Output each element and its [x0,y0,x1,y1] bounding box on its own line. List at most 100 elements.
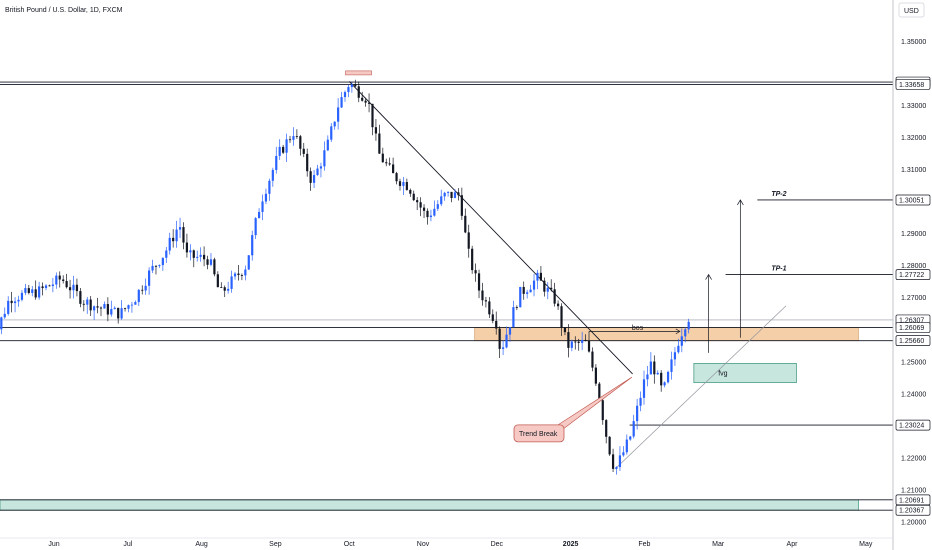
candle-body [522,286,525,294]
price-tick-label: 1.28000 [901,263,926,270]
candle-body [48,285,51,287]
uptrend-line [614,305,787,470]
candle [302,142,305,158]
candle-body [41,286,44,289]
candle [591,347,594,372]
candle-body [663,382,666,386]
time-tick-label: Sep [269,541,282,548]
candle [13,297,17,313]
candle [474,263,477,282]
candle-body [34,289,37,298]
candle [295,129,298,139]
candle [460,187,463,220]
candle [247,255,250,271]
candle-body [330,126,333,140]
candle [299,134,302,156]
candle-body [38,286,41,298]
candle-body [89,299,92,311]
candle-body [594,367,597,384]
candle-body [474,270,477,274]
candle-body [55,275,58,285]
candle [684,327,687,343]
high-marker [345,70,372,76]
candle-body [519,286,522,308]
candle [244,265,247,281]
candle [611,448,615,472]
candle-body [103,304,106,309]
candle-body [570,341,573,348]
candle [663,381,666,388]
candle [505,326,508,349]
candle-body [62,279,65,281]
candle [347,84,350,98]
candle [3,307,6,319]
candle-body [660,372,663,386]
candle-body [505,334,508,348]
candle-body [285,139,288,153]
candle [282,144,285,154]
candle-body [264,193,268,202]
candle-body [443,192,446,197]
candle [288,135,292,143]
candle [240,273,244,281]
candle-body [649,361,652,375]
candle-body [670,359,673,372]
candle-body [680,336,683,346]
candle [374,119,378,141]
candle [343,90,347,102]
candle-body [141,289,144,291]
candle-body [165,250,168,258]
time-tick-label: Feb [638,541,650,548]
candle [581,331,584,351]
candle [230,270,233,293]
candle [660,370,663,392]
candle [422,204,426,218]
candle [361,91,364,102]
candle-body [175,229,178,242]
price-tag-label: 1.33658 [899,82,924,89]
candle [340,91,343,108]
candle-body [536,272,539,281]
candle-body [24,288,27,293]
candle [144,278,147,295]
candle [261,194,264,221]
candle-body [608,436,611,455]
candle [395,171,398,185]
time-tick-label: Apr [787,541,799,548]
candle-body [673,352,677,360]
currency-label: USD [904,8,919,15]
candle [536,269,539,290]
candle [519,286,522,308]
candle-body [529,289,532,293]
candle [529,284,532,293]
candle [419,197,422,217]
candle [491,309,494,324]
candle-body [316,168,319,176]
candle [337,98,340,130]
candle [251,230,254,261]
candle-body [295,136,298,137]
candle [330,123,333,143]
candle [618,446,622,471]
candle [587,331,591,353]
candle [199,247,202,262]
candle-body [278,146,281,156]
candle [625,434,628,455]
candle [185,233,189,258]
candle [24,283,27,296]
candle [457,188,460,201]
candle-body [0,317,3,330]
candle-body [477,273,481,291]
candle-body [615,467,618,469]
candle-body [196,256,199,258]
candle-body [202,254,206,260]
candle-body [371,103,374,128]
candle-body [3,313,6,318]
candle [367,93,371,113]
candle-body [398,181,402,186]
candle-body [189,250,192,253]
candle [687,318,690,334]
currency-button[interactable]: USD [898,2,925,18]
candle [471,245,474,274]
